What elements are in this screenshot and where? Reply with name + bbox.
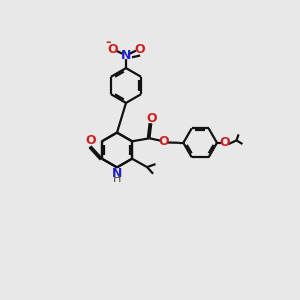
Text: O: O [85, 134, 95, 148]
Text: H: H [113, 174, 121, 184]
Text: O: O [107, 43, 118, 56]
Text: O: O [159, 135, 169, 148]
Text: O: O [220, 136, 230, 149]
Text: O: O [146, 112, 157, 125]
Text: -: - [106, 36, 111, 50]
Text: O: O [134, 43, 145, 56]
Text: N: N [121, 49, 131, 62]
Text: N: N [112, 167, 122, 180]
